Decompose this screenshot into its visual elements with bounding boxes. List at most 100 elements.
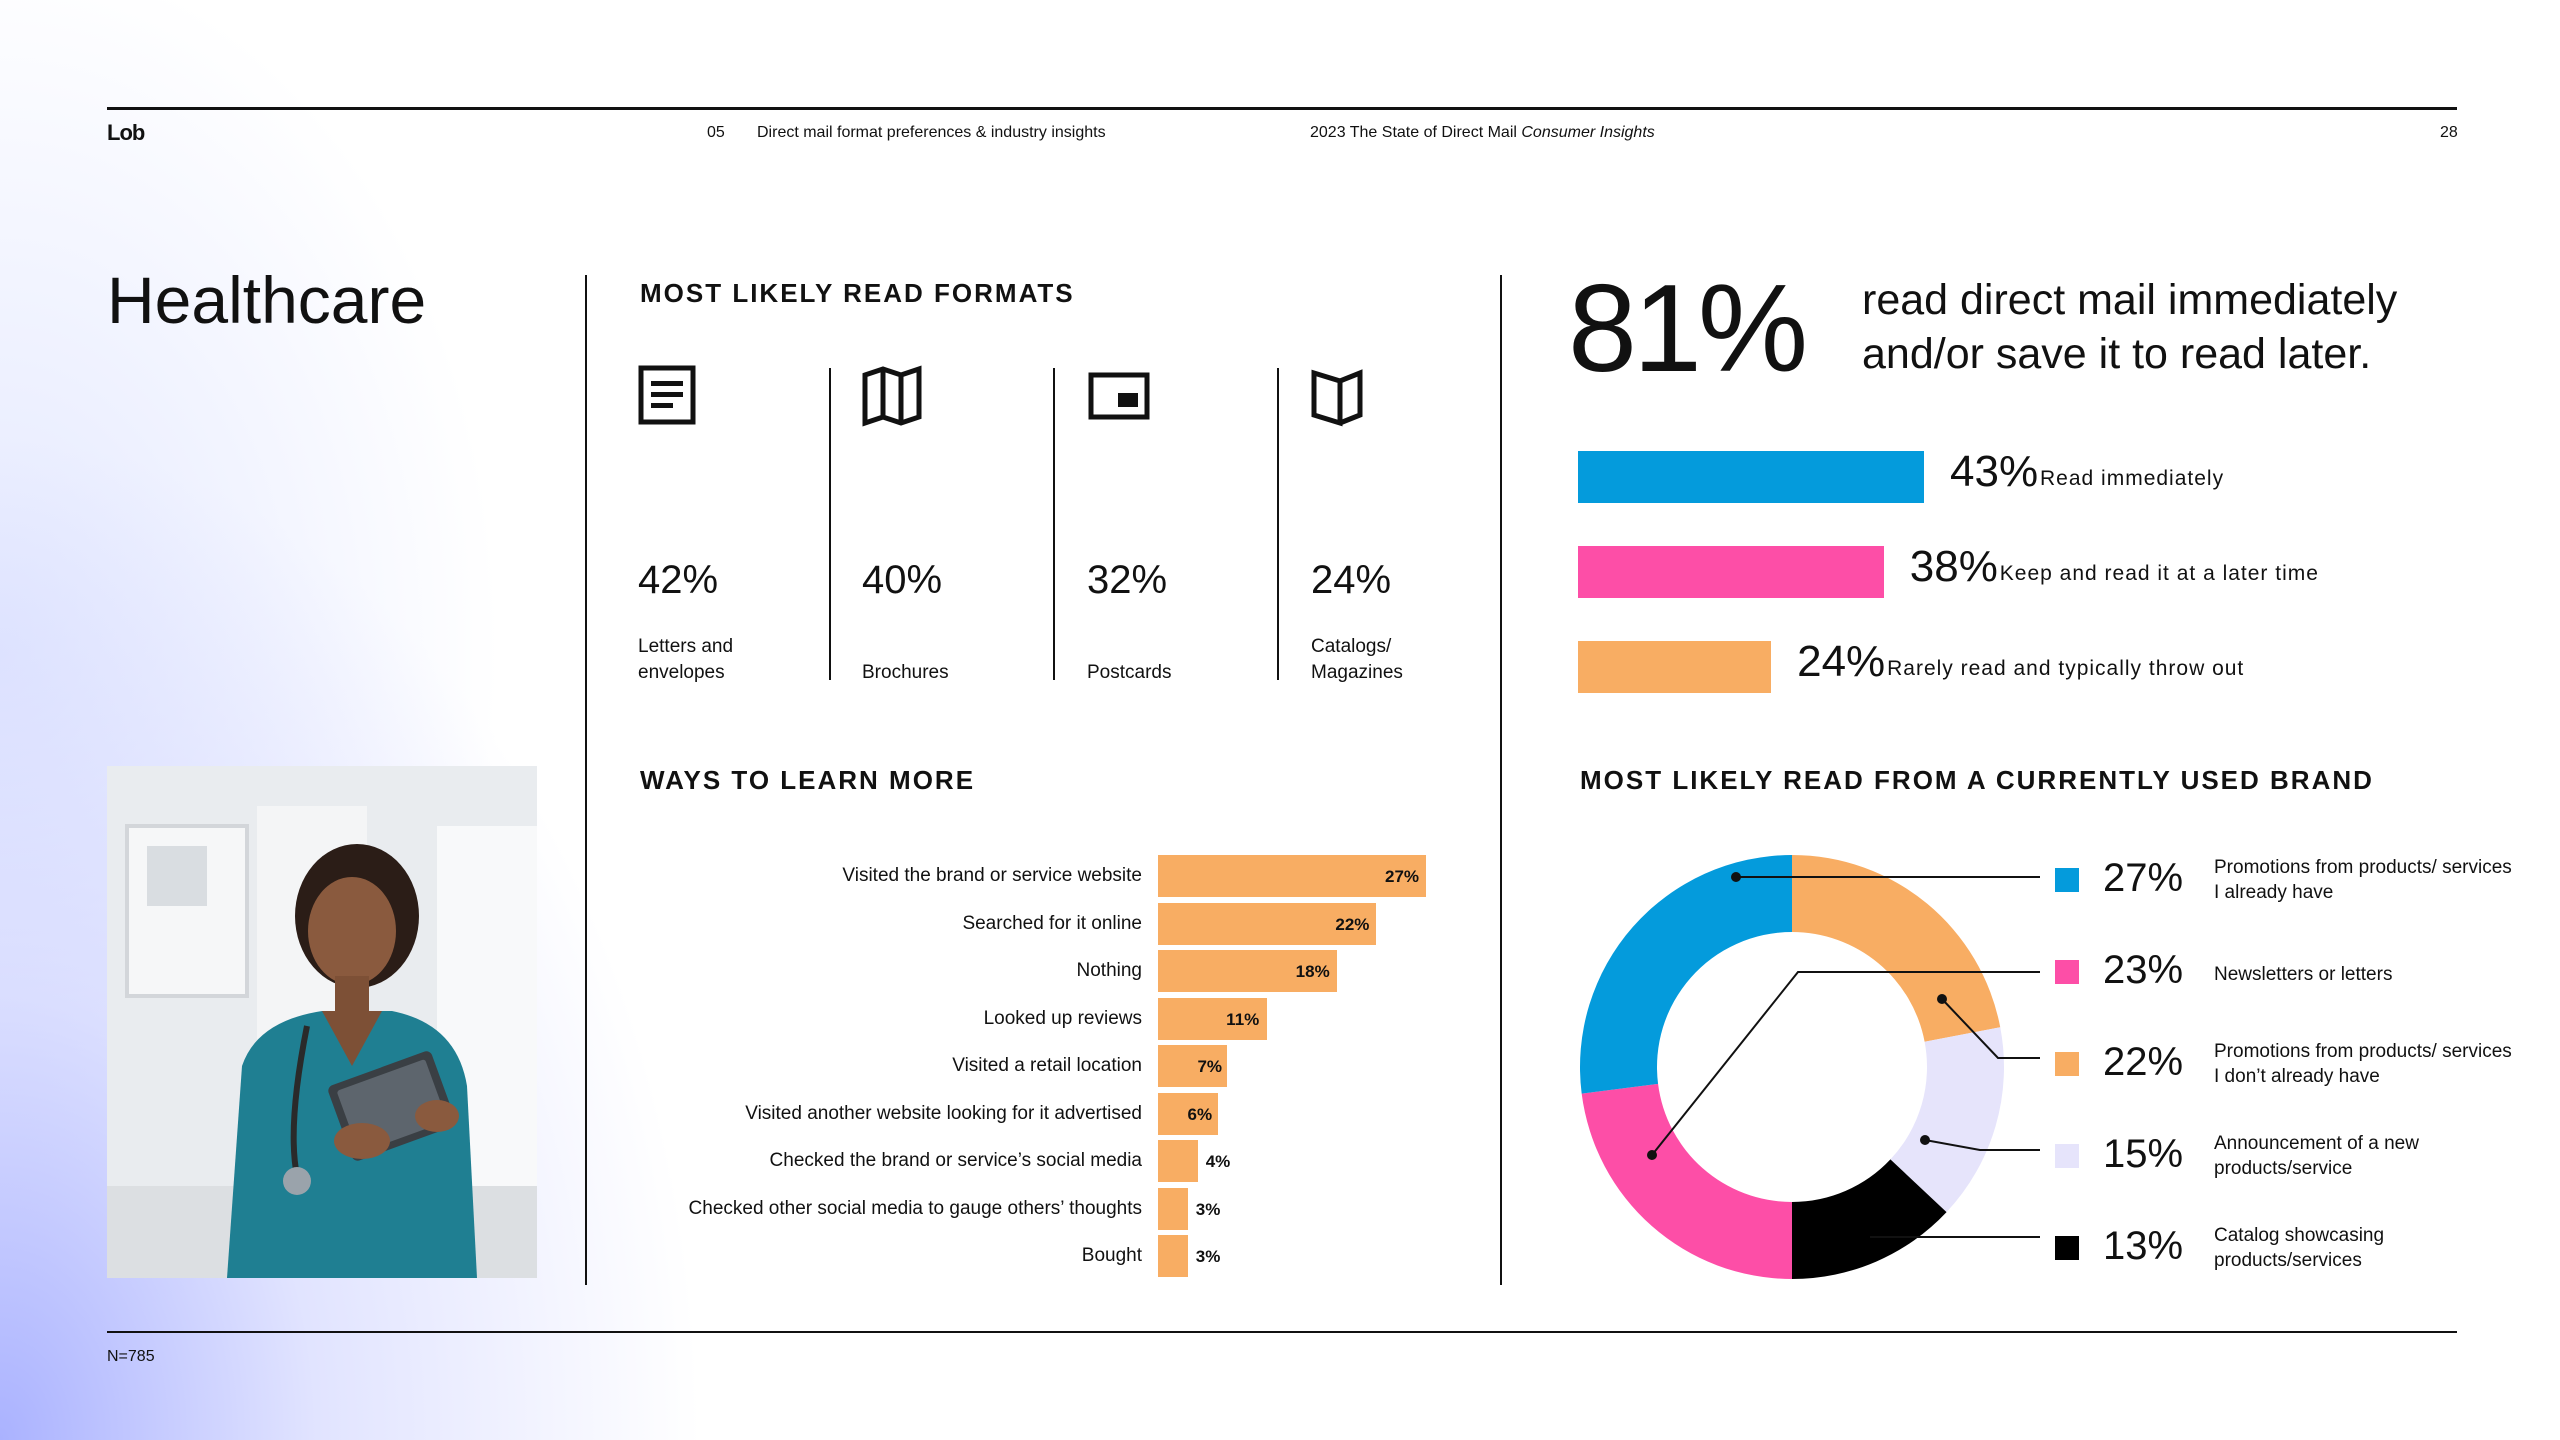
legend-label: Promotions from products/ services I don… [2214, 1041, 2512, 1087]
learn-more-bar [1158, 997, 1268, 1040]
report-title-italic: Consumer Insights [1521, 124, 1655, 141]
read-behavior-bar [1578, 641, 1772, 693]
logo: Lob [107, 120, 145, 145]
section-title: Direct mail format preferences & industr… [757, 124, 1106, 141]
legend-swatch [2055, 1236, 2079, 1260]
learn-more-value: 7% [1197, 1057, 1223, 1076]
learn-more-value: 27% [1385, 867, 1420, 886]
divider-right [1500, 275, 1502, 1285]
read-behavior-pct: 38% [1909, 542, 1998, 591]
legend-label: Promotions from products/ services I alr… [2214, 857, 2512, 903]
legend-swatch [2055, 1144, 2079, 1168]
leader-line [1651, 971, 2040, 1156]
learn-more-bar [1158, 1140, 1198, 1182]
format-separator-2 [1053, 368, 1055, 680]
bottom-rule [107, 1331, 2457, 1333]
report-title-main: 2023 The State of Direct Mail [1310, 124, 1517, 141]
learn-more-value: 22% [1335, 914, 1370, 934]
legend-pct: 13% [2103, 1224, 2184, 1268]
read-behavior-bar [1578, 451, 1924, 503]
leader-line [1924, 1139, 2040, 1151]
divider-left [585, 275, 587, 1285]
read-behavior-label: Read immediately [2040, 467, 2225, 490]
read-behavior-bar [1578, 546, 1884, 598]
learn-more-label: Looked up reviews [983, 1007, 1142, 1029]
donut-slice [1792, 1159, 1947, 1279]
learn-more-value: 3% [1195, 1199, 1221, 1219]
donut-leader-lines [1647, 872, 2040, 1238]
learn-more-bar [1158, 1045, 1228, 1087]
read-behavior-pct: 43% [1950, 447, 2039, 496]
format-pct-catalogs: 24% [1311, 558, 1392, 602]
learn-more-bar [1158, 855, 1426, 897]
read-behavior-pct: 24% [1797, 637, 1886, 686]
learn-more-label: Checked the brand or service’s social me… [769, 1150, 1142, 1171]
legend-label: Announcement of a new products/service [2214, 1133, 2419, 1179]
legend-pct: 15% [2103, 1132, 2184, 1176]
learn-more-bar [1158, 1092, 1218, 1135]
format-pct-postcards: 32% [1087, 558, 1168, 602]
format-separator-1 [829, 368, 831, 680]
format-label-brochures: Brochures [862, 662, 949, 683]
learn-more-value: 18% [1295, 962, 1330, 981]
format-label-postcards: Postcards [1087, 662, 1172, 683]
learn-more-value: 11% [1226, 1009, 1260, 1029]
section-number: 05 [707, 124, 725, 141]
brochure-icon [862, 365, 922, 427]
nurse-photo [107, 766, 537, 1278]
brand-donut-chart [1580, 855, 2004, 1279]
learn-more-value: 6% [1187, 1104, 1213, 1124]
learn-more-title: WAYS TO LEARN MORE [640, 765, 976, 795]
learn-more-label: Visited the brand or service website [842, 865, 1142, 886]
learn-more-label: Nothing [1076, 960, 1143, 981]
learn-more-bar [1158, 950, 1337, 992]
learn-more-bar [1158, 902, 1377, 945]
page-title: Healthcare [107, 263, 427, 337]
leader-dot [1731, 872, 1741, 882]
learn-more-label: Checked other social media to gauge othe… [688, 1197, 1142, 1219]
learn-more-bar [1158, 1235, 1188, 1277]
read-behavior-label: Rarely read and typically throw out [1887, 657, 2245, 680]
format-label-catalogs: Catalogs/ Magazines [1311, 636, 1403, 683]
donut-slice [1890, 1027, 2004, 1213]
donut-slice [1792, 855, 2001, 1042]
legend-swatch [2055, 1052, 2079, 1076]
donut-slice [1580, 855, 1792, 1094]
legend-pct: 22% [2103, 1040, 2184, 1084]
headline-pct: 81% [1568, 260, 1808, 398]
leader-dot [1937, 994, 1947, 1004]
legend-label: Newsletters or letters [2214, 964, 2393, 985]
format-pct-brochures: 40% [862, 558, 943, 602]
headline-text-line1: read direct mail immediately [1862, 276, 2398, 324]
sample-size-note: N=785 [107, 1348, 155, 1365]
donut-slice [1581, 1083, 1792, 1279]
learn-more-value: 3% [1195, 1247, 1221, 1266]
read-behavior-label: Keep and read it at a later time [1999, 562, 2319, 585]
legend-swatch [2055, 960, 2079, 984]
legend-pct: 27% [2103, 856, 2184, 900]
learn-more-label: Visited another website looking for it a… [745, 1102, 1142, 1124]
leader-line [1941, 998, 2040, 1059]
leader-dot [1920, 1135, 1930, 1145]
leader-dot [1647, 1150, 1657, 1160]
formats-title: MOST LIKELY READ FORMATS [640, 278, 1075, 308]
format-pct-letters: 42% [638, 558, 719, 602]
nurse-illustration [107, 766, 537, 1278]
learn-more-label: Bought [1081, 1245, 1142, 1266]
headline-text-line2: and/or save it to read later. [1862, 330, 2372, 378]
top-rule [107, 107, 2457, 110]
brand-title: MOST LIKELY READ FROM A CURRENTLY USED B… [1580, 765, 2374, 795]
learn-more-bar [1158, 1187, 1188, 1230]
format-label-letters: Letters and envelopes [638, 636, 734, 683]
page-number: 28 [2440, 124, 2458, 141]
catalog-icon [1311, 369, 1363, 427]
legend-pct: 23% [2103, 948, 2184, 992]
legend-swatch [2055, 868, 2079, 892]
report-title: 2023 The State of Direct Mail Consumer I… [1310, 124, 1655, 142]
postcard-icon [1088, 372, 1150, 420]
learn-more-value: 4% [1205, 1152, 1231, 1171]
legend-label: Catalog showcasing products/services [2214, 1225, 2385, 1271]
learn-more-label: Searched for it online [962, 912, 1142, 934]
letter-icon [638, 365, 696, 425]
learn-more-label: Visited a retail location [952, 1055, 1142, 1076]
